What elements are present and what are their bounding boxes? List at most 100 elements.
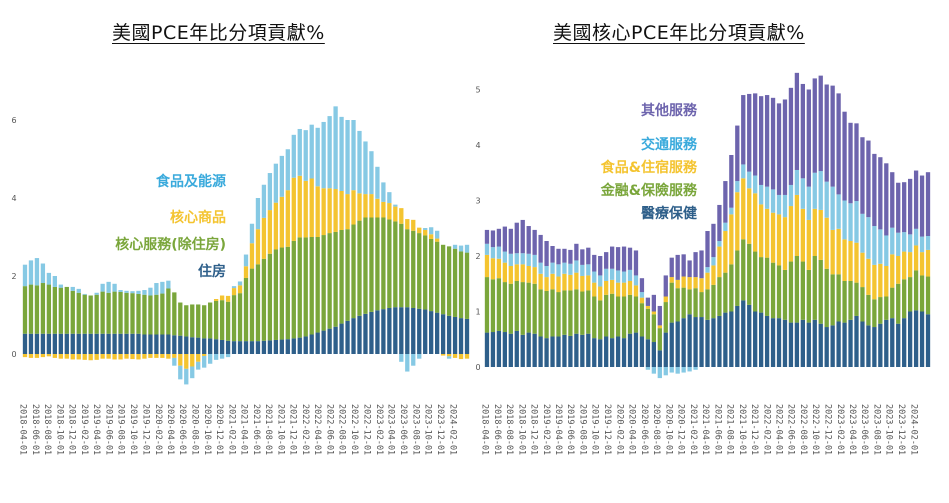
bar-segment (52, 354, 57, 358)
bar-segment (866, 140, 871, 218)
bar-segment (526, 282, 531, 333)
bar-segment (693, 252, 698, 278)
bar-segment (219, 295, 225, 301)
x-tick-label: 2019-06-01 (103, 404, 113, 455)
bar-segment (586, 247, 591, 265)
bar-segment (496, 330, 502, 367)
bar-segment (913, 245, 919, 271)
bar-segment (435, 241, 440, 313)
bar-segment (178, 354, 183, 366)
bar-segment (824, 84, 829, 182)
bar-segment (399, 307, 404, 354)
bar-segment (273, 163, 279, 203)
bar-segment (136, 293, 141, 334)
bar-segment (496, 228, 502, 247)
bar-segment (556, 276, 561, 293)
bar-segment (705, 289, 710, 320)
bar-segment (764, 95, 770, 187)
bar-segment (124, 333, 129, 354)
bar-segment (28, 284, 34, 334)
bar-segment (249, 223, 255, 244)
bar-segment (64, 354, 69, 359)
bar-segment (604, 268, 609, 281)
bar-segment (190, 354, 195, 367)
bar-segment (225, 340, 231, 354)
bar-segment (440, 314, 446, 354)
bar-segment (609, 279, 615, 294)
bar-segment (854, 123, 859, 202)
bar-segment (429, 238, 434, 312)
bar-segment (651, 367, 656, 374)
bar-segment (369, 311, 374, 354)
bar-segment (118, 333, 123, 354)
bar-segment (550, 262, 555, 274)
bar-segment (872, 327, 877, 367)
bar-segment (219, 339, 225, 354)
bar-segment (267, 253, 273, 341)
bar-segment (854, 282, 859, 316)
bar-segment (452, 244, 458, 249)
bar-segment (514, 253, 519, 265)
bar-segment (812, 256, 817, 320)
bar-segment (615, 247, 621, 271)
bar-segment (741, 300, 746, 367)
bar-segment (764, 257, 770, 316)
bar-segment (884, 235, 889, 266)
bar-segment (357, 220, 362, 316)
bar-segment (351, 318, 356, 354)
bar-segment (681, 276, 686, 288)
bar-segment (279, 155, 284, 197)
bar-segment (22, 286, 28, 334)
x-tick-label: 2020-12-01 (676, 404, 686, 455)
bar-segment (860, 137, 865, 214)
bar-segment (598, 256, 603, 276)
x-tick-label: 2022-08-01 (337, 404, 347, 455)
bar-segment (429, 311, 434, 354)
bar-segment (794, 194, 800, 256)
bar-segment (615, 282, 621, 297)
x-tick-label: 2019-04-01 (553, 404, 563, 455)
bar-segment (818, 209, 823, 260)
bar-segment (267, 340, 273, 354)
bar-segment (806, 269, 811, 323)
bar-segment (58, 354, 63, 359)
x-tick-label: 2020-12-01 (214, 404, 224, 455)
x-tick-label: 2020-04-01 (627, 404, 637, 455)
bar-segment (363, 141, 368, 195)
bar-segment (279, 196, 284, 248)
bar-segment (327, 188, 332, 234)
bar-segment (118, 291, 123, 334)
bar-segment (753, 193, 758, 252)
bar-segment (639, 297, 645, 304)
bar-segment (285, 246, 290, 340)
bar-segment (830, 274, 835, 326)
bar-segment (556, 336, 561, 367)
bar-segment (405, 307, 410, 354)
series-0 (484, 300, 931, 368)
x-tick-label: 2020-06-01 (639, 404, 649, 455)
bar-segment (351, 190, 356, 225)
bar-segment (94, 333, 99, 354)
bar-segment (514, 264, 519, 281)
bar-segment (106, 292, 111, 334)
bar-segment (526, 332, 531, 367)
x-tick-label: 2019-08-01 (578, 404, 588, 455)
bar-segment (297, 128, 302, 176)
bar-segment (693, 317, 698, 367)
bar-segment (758, 257, 764, 313)
x-tick-label: 2023-04-01 (847, 404, 857, 455)
bar-segment (669, 257, 674, 278)
bar-segment (94, 294, 99, 334)
bar-segment (735, 250, 740, 306)
bar-segment (562, 273, 567, 291)
series-label: 金融&保險服務 (600, 182, 698, 199)
bar-segment (753, 251, 758, 312)
bar-segment (231, 288, 237, 296)
bar-segment (405, 219, 410, 230)
bar-segment (568, 249, 573, 264)
bar-segment (393, 221, 398, 308)
bar-segment (508, 283, 513, 334)
bar-segment (243, 266, 249, 278)
bar-segment (538, 273, 543, 290)
